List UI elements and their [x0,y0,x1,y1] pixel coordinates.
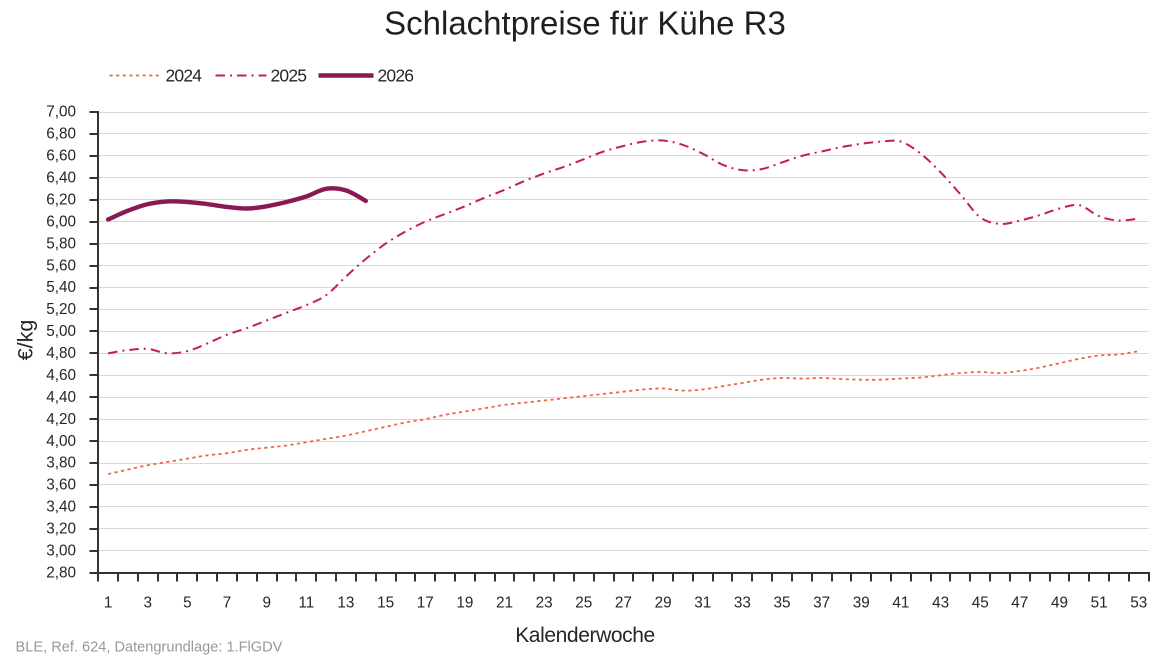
svg-text:2,80: 2,80 [46,564,76,581]
svg-text:2025: 2025 [271,66,307,86]
svg-text:5,20: 5,20 [46,301,76,318]
svg-text:3,60: 3,60 [46,477,76,494]
svg-text:Schlachtpreise für Kühe R3: Schlachtpreise für Kühe R3 [384,5,786,42]
svg-text:6,40: 6,40 [46,170,76,187]
svg-text:6,00: 6,00 [46,213,76,230]
svg-text:€/kg: €/kg [14,320,38,361]
svg-text:5,00: 5,00 [46,323,76,340]
svg-text:37: 37 [813,595,830,612]
svg-text:49: 49 [1051,595,1068,612]
svg-text:15: 15 [377,595,394,612]
svg-text:43: 43 [932,595,949,612]
svg-text:7,00: 7,00 [46,104,76,121]
svg-text:51: 51 [1091,595,1108,612]
svg-text:4,60: 4,60 [46,367,76,384]
svg-text:BLE, Ref. 624, Datengrundlage:: BLE, Ref. 624, Datengrundlage: 1.FlGDV [16,640,283,656]
svg-text:47: 47 [1011,595,1028,612]
svg-text:23: 23 [536,595,553,612]
svg-text:1: 1 [104,595,113,612]
svg-text:25: 25 [575,595,592,612]
svg-text:41: 41 [892,595,909,612]
svg-text:4,40: 4,40 [46,389,76,406]
svg-text:3,20: 3,20 [46,521,76,538]
svg-text:19: 19 [456,595,473,612]
svg-text:17: 17 [417,595,434,612]
svg-text:29: 29 [655,595,672,612]
svg-text:3,80: 3,80 [46,455,76,472]
svg-text:5,40: 5,40 [46,279,76,296]
svg-text:5,60: 5,60 [46,257,76,274]
svg-text:9: 9 [262,595,271,612]
svg-text:3: 3 [144,595,153,612]
svg-text:21: 21 [496,595,513,612]
svg-text:Kalenderwoche: Kalenderwoche [515,624,655,647]
svg-text:3,00: 3,00 [46,543,76,560]
svg-text:4,80: 4,80 [46,345,76,362]
svg-text:4,00: 4,00 [46,433,76,450]
svg-text:5: 5 [183,595,192,612]
svg-text:4,20: 4,20 [46,411,76,428]
svg-text:2026: 2026 [378,66,414,86]
svg-text:13: 13 [337,595,354,612]
svg-text:33: 33 [734,595,751,612]
svg-text:6,60: 6,60 [46,148,76,165]
svg-text:5,80: 5,80 [46,235,76,252]
svg-text:3,40: 3,40 [46,499,76,516]
svg-text:45: 45 [972,595,989,612]
svg-text:2024: 2024 [166,66,203,86]
svg-text:39: 39 [853,595,870,612]
svg-text:6,80: 6,80 [46,126,76,143]
svg-text:35: 35 [773,595,790,612]
svg-text:11: 11 [298,595,314,612]
svg-text:53: 53 [1130,595,1147,612]
svg-text:31: 31 [694,595,711,612]
svg-text:27: 27 [615,595,632,612]
svg-text:7: 7 [223,595,232,612]
svg-text:6,20: 6,20 [46,192,76,209]
